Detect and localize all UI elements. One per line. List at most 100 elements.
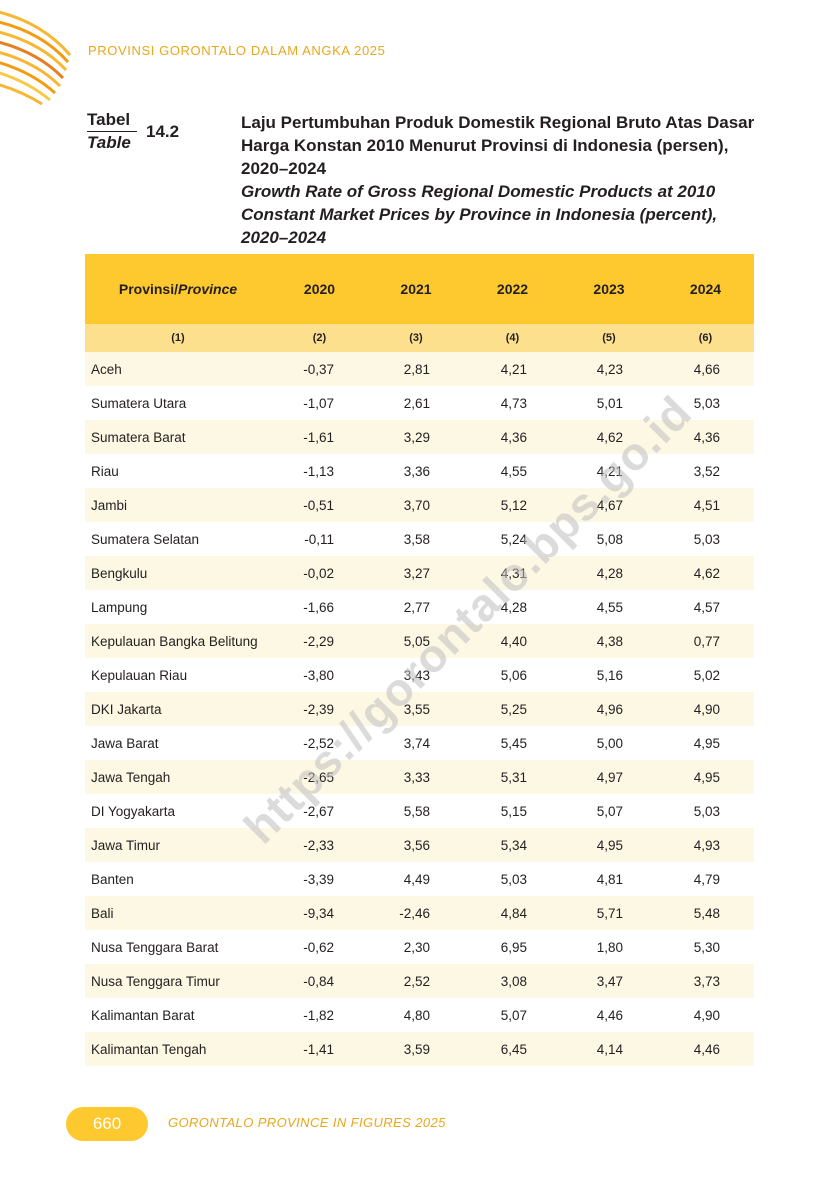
growth-value: 4,67	[561, 488, 657, 522]
decorative-wave-logo	[0, 10, 72, 106]
column-number: (4)	[464, 324, 561, 352]
table-row: Riau -1,13 3,36 4,55 4,21 3,52	[85, 454, 754, 488]
growth-value: 4,23	[561, 352, 657, 386]
table-row: Bengkulu -0,02 3,27 4,31 4,28 4,62	[85, 556, 754, 590]
growth-value: -0,62	[271, 930, 368, 964]
growth-value: 3,70	[368, 488, 464, 522]
header-year: 2024	[657, 254, 754, 324]
growth-value: 4,62	[561, 420, 657, 454]
header-year: 2021	[368, 254, 464, 324]
province-name: Bengkulu	[85, 556, 271, 590]
growth-value: -2,52	[271, 726, 368, 760]
growth-value: 4,55	[561, 590, 657, 624]
growth-value: 4,80	[368, 998, 464, 1032]
footer-title: GORONTALO PROVINCE IN FIGURES 2025	[168, 1115, 446, 1130]
growth-value: 4,95	[657, 726, 754, 760]
table-row: Jawa Barat -2,52 3,74 5,45 5,00 4,95	[85, 726, 754, 760]
growth-value: 5,03	[657, 386, 754, 420]
growth-value: 5,71	[561, 896, 657, 930]
title-english: Growth Rate of Gross Regional Domestic P…	[241, 182, 718, 247]
table-row: Nusa Tenggara Timur -0,84 2,52 3,08 3,47 3,73	[85, 964, 754, 998]
growth-value: 5,06	[464, 658, 561, 692]
column-number: (5)	[561, 324, 657, 352]
growth-value: 0,77	[657, 624, 754, 658]
growth-value: 3,36	[368, 454, 464, 488]
growth-value: 4,21	[561, 454, 657, 488]
running-header: PROVINSI GORONTALO DALAM ANGKA 2025	[88, 43, 386, 58]
province-name: DKI Jakarta	[85, 692, 271, 726]
growth-value: -1,13	[271, 454, 368, 488]
table-header-row: Provinsi/Province 2020 2021 2022 2023 20…	[85, 254, 754, 324]
growth-value: -3,39	[271, 862, 368, 896]
province-name: Bali	[85, 896, 271, 930]
growth-value: 3,56	[368, 828, 464, 862]
growth-value: 5,25	[464, 692, 561, 726]
table-row: Jambi -0,51 3,70 5,12 4,67 4,51	[85, 488, 754, 522]
growth-value: 4,38	[561, 624, 657, 658]
growth-value: -3,80	[271, 658, 368, 692]
growth-value: -2,67	[271, 794, 368, 828]
table-label-id: Tabel	[87, 110, 137, 132]
growth-value: -1,61	[271, 420, 368, 454]
column-number-row: (1) (2) (3) (4) (5) (6)	[85, 324, 754, 352]
province-name: Sumatera Selatan	[85, 522, 271, 556]
table-row: Sumatera Barat -1,61 3,29 4,36 4,62 4,36	[85, 420, 754, 454]
growth-value: 5,15	[464, 794, 561, 828]
growth-value: 5,34	[464, 828, 561, 862]
province-name: Sumatera Utara	[85, 386, 271, 420]
growth-value: 3,47	[561, 964, 657, 998]
province-name: Kepulauan Riau	[85, 658, 271, 692]
growth-value: -0,84	[271, 964, 368, 998]
growth-value: 4,21	[464, 352, 561, 386]
growth-value: 3,59	[368, 1032, 464, 1066]
province-name: Jambi	[85, 488, 271, 522]
growth-value: 4,31	[464, 556, 561, 590]
growth-value: 4,84	[464, 896, 561, 930]
growth-value: 5,03	[657, 794, 754, 828]
growth-value: -1,82	[271, 998, 368, 1032]
table-number: 14.2	[146, 122, 180, 141]
column-number: (3)	[368, 324, 464, 352]
growth-value: 3,58	[368, 522, 464, 556]
growth-value: 4,66	[657, 352, 754, 386]
table-row: Jawa Tengah -2,65 3,33 5,31 4,97 4,95	[85, 760, 754, 794]
growth-value: 3,29	[368, 420, 464, 454]
growth-value: 5,05	[368, 624, 464, 658]
table-title: Laju Pertumbuhan Produk Domestik Regiona…	[241, 111, 761, 249]
table-row: DI Yogyakarta -2,67 5,58 5,15 5,07 5,03	[85, 794, 754, 828]
growth-value: 5,07	[561, 794, 657, 828]
growth-value: 4,36	[657, 420, 754, 454]
growth-value: -2,39	[271, 692, 368, 726]
table-row: Kalimantan Tengah -1,41 3,59 6,45 4,14 4,46	[85, 1032, 754, 1066]
growth-value: 3,08	[464, 964, 561, 998]
table-row: Sumatera Utara -1,07 2,61 4,73 5,01 5,03	[85, 386, 754, 420]
growth-value: 4,95	[561, 828, 657, 862]
growth-value: 4,36	[464, 420, 561, 454]
table-row: DKI Jakarta -2,39 3,55 5,25 4,96 4,90	[85, 692, 754, 726]
header-province: Provinsi/Province	[85, 254, 271, 324]
growth-value: 4,14	[561, 1032, 657, 1066]
growth-value: 5,58	[368, 794, 464, 828]
growth-value: 2,77	[368, 590, 464, 624]
growth-value: 2,30	[368, 930, 464, 964]
growth-value: -2,33	[271, 828, 368, 862]
growth-value: 5,02	[657, 658, 754, 692]
growth-value: 5,12	[464, 488, 561, 522]
growth-value: -1,41	[271, 1032, 368, 1066]
province-name: DI Yogyakarta	[85, 794, 271, 828]
growth-value: 4,55	[464, 454, 561, 488]
gdp-growth-table: Provinsi/Province 2020 2021 2022 2023 20…	[85, 254, 754, 1066]
growth-value: 5,24	[464, 522, 561, 556]
table-row: Lampung -1,66 2,77 4,28 4,55 4,57	[85, 590, 754, 624]
growth-value: 5,48	[657, 896, 754, 930]
growth-value: 3,33	[368, 760, 464, 794]
province-name: Kepulauan Bangka Belitung	[85, 624, 271, 658]
table-label: Tabel Table	[87, 110, 147, 153]
province-name: Jawa Timur	[85, 828, 271, 862]
growth-value: 4,46	[561, 998, 657, 1032]
growth-value: 6,45	[464, 1032, 561, 1066]
growth-value: 2,61	[368, 386, 464, 420]
title-indonesian: Laju Pertumbuhan Produk Domestik Regiona…	[241, 113, 755, 178]
growth-value: 4,96	[561, 692, 657, 726]
header-year: 2022	[464, 254, 561, 324]
